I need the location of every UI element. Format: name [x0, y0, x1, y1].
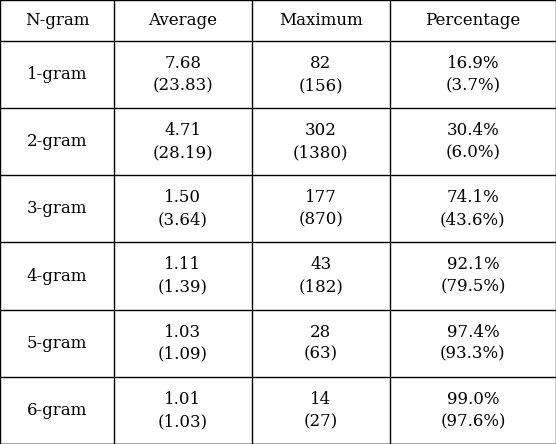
Text: 74.1%
(43.6%): 74.1% (43.6%)	[440, 189, 506, 228]
Text: 14
(27): 14 (27)	[304, 391, 338, 430]
Text: 4.71
(28.19): 4.71 (28.19)	[152, 122, 214, 161]
Text: 1.50
(3.64): 1.50 (3.64)	[158, 189, 208, 228]
Text: 82
(156): 82 (156)	[299, 55, 343, 94]
Text: 302
(1380): 302 (1380)	[293, 122, 349, 161]
Text: 3-gram: 3-gram	[27, 200, 87, 217]
Text: 6-gram: 6-gram	[27, 402, 87, 419]
Text: 4-gram: 4-gram	[27, 268, 87, 285]
Text: 177
(870): 177 (870)	[299, 189, 343, 228]
Text: 28
(63): 28 (63)	[304, 324, 338, 363]
Text: 7.68
(23.83): 7.68 (23.83)	[152, 55, 214, 94]
Text: Percentage: Percentage	[425, 12, 520, 29]
Text: 2-gram: 2-gram	[27, 133, 87, 150]
Text: 1-gram: 1-gram	[27, 66, 87, 83]
Text: Maximum: Maximum	[279, 12, 363, 29]
Text: 16.9%
(3.7%): 16.9% (3.7%)	[445, 55, 500, 94]
Text: 92.1%
(79.5%): 92.1% (79.5%)	[440, 257, 505, 296]
Text: N-gram: N-gram	[24, 12, 90, 29]
Text: 43
(182): 43 (182)	[299, 257, 343, 296]
Text: 99.0%
(97.6%): 99.0% (97.6%)	[440, 391, 505, 430]
Text: 1.11
(1.39): 1.11 (1.39)	[158, 257, 208, 296]
Text: 1.01
(1.03): 1.01 (1.03)	[158, 391, 208, 430]
Text: 97.4%
(93.3%): 97.4% (93.3%)	[440, 324, 506, 363]
Text: 1.03
(1.09): 1.03 (1.09)	[158, 324, 208, 363]
Text: 30.4%
(6.0%): 30.4% (6.0%)	[445, 122, 500, 161]
Text: 5-gram: 5-gram	[27, 335, 87, 352]
Text: Average: Average	[148, 12, 217, 29]
